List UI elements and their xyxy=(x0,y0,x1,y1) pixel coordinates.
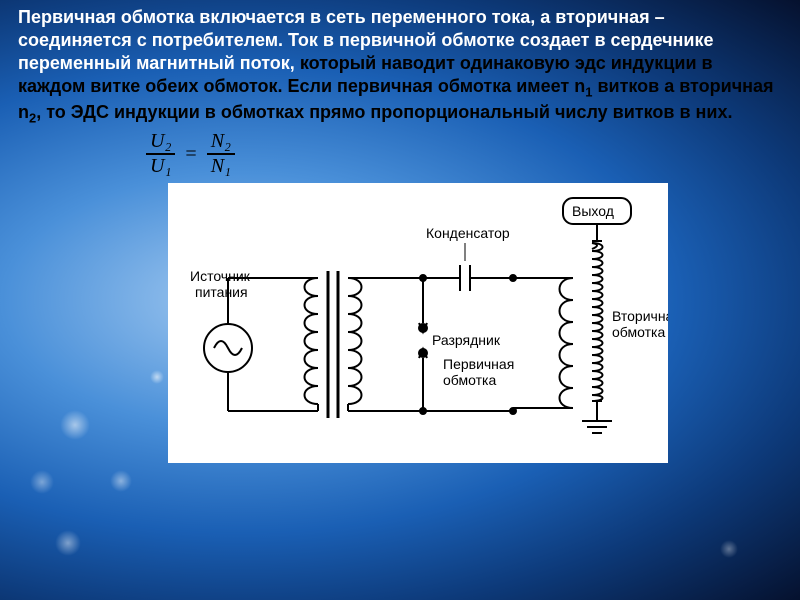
label-spark: Разрядник xyxy=(432,332,501,348)
slide: Первичная обмотка включается в сеть пере… xyxy=(0,0,800,600)
label-capacitor: Конденсатор xyxy=(426,225,510,241)
circuit-diagram: Выход Конденсатор Источник питания Втори… xyxy=(168,183,668,463)
label-primary-b: обмотка xyxy=(443,372,496,388)
fraction-left: U₂ U₁ xyxy=(146,131,175,177)
equals-sign: = xyxy=(183,143,198,166)
label-power-a: Источник xyxy=(190,268,251,284)
label-power-b: питания xyxy=(195,284,248,300)
formula: U₂ U₁ = N₂ N₁ xyxy=(146,131,782,177)
frac-den-left: U₁ xyxy=(146,155,175,177)
label-secondary-a: Вторичная xyxy=(612,308,668,324)
label-output: Выход xyxy=(572,203,614,219)
body-text: Первичная обмотка включается в сеть пере… xyxy=(18,6,782,127)
label-primary-a: Первичная xyxy=(443,356,514,372)
frac-num-left: U₂ xyxy=(146,131,175,155)
frac-den-right: N₁ xyxy=(207,155,235,177)
fraction-right: N₂ N₁ xyxy=(207,131,235,177)
label-secondary-b: обмотка xyxy=(612,324,665,340)
body-rest-c: , то ЭДС индукции в обмотках прямо пропо… xyxy=(36,102,732,122)
frac-num-right: N₂ xyxy=(207,131,235,155)
